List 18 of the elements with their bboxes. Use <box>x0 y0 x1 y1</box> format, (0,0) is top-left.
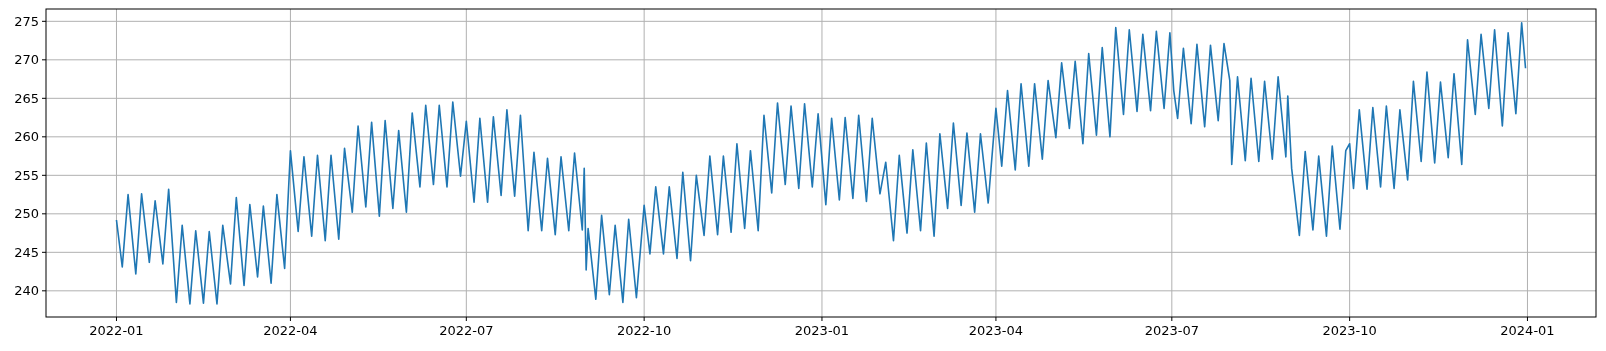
y-tick-label: 255 <box>14 167 39 183</box>
y-tick-label: 245 <box>14 244 39 260</box>
x-tick-label: 2022-04 <box>263 323 318 338</box>
y-tick-label: 240 <box>14 283 39 299</box>
x-tick-label: 2023-04 <box>968 323 1024 338</box>
x-tick-label: 2023-10 <box>1322 323 1377 338</box>
x-tick-label: 2024-01 <box>1500 323 1555 338</box>
x-tick-label: 2023-01 <box>794 323 850 338</box>
line-series <box>115 22 1527 305</box>
x-tick-label: 2022-07 <box>439 323 494 338</box>
y-tick-label: 270 <box>14 52 39 68</box>
y-tick-label: 250 <box>14 206 39 222</box>
x-tick-label: 2022-01 <box>89 323 144 338</box>
y-tick-label: 275 <box>14 13 39 29</box>
y-tick-label: 265 <box>14 90 39 106</box>
x-tick-label: 2022-10 <box>616 323 672 338</box>
y-tick-label: 260 <box>14 129 39 145</box>
x-tick-label: 2023-07 <box>1144 323 1199 338</box>
